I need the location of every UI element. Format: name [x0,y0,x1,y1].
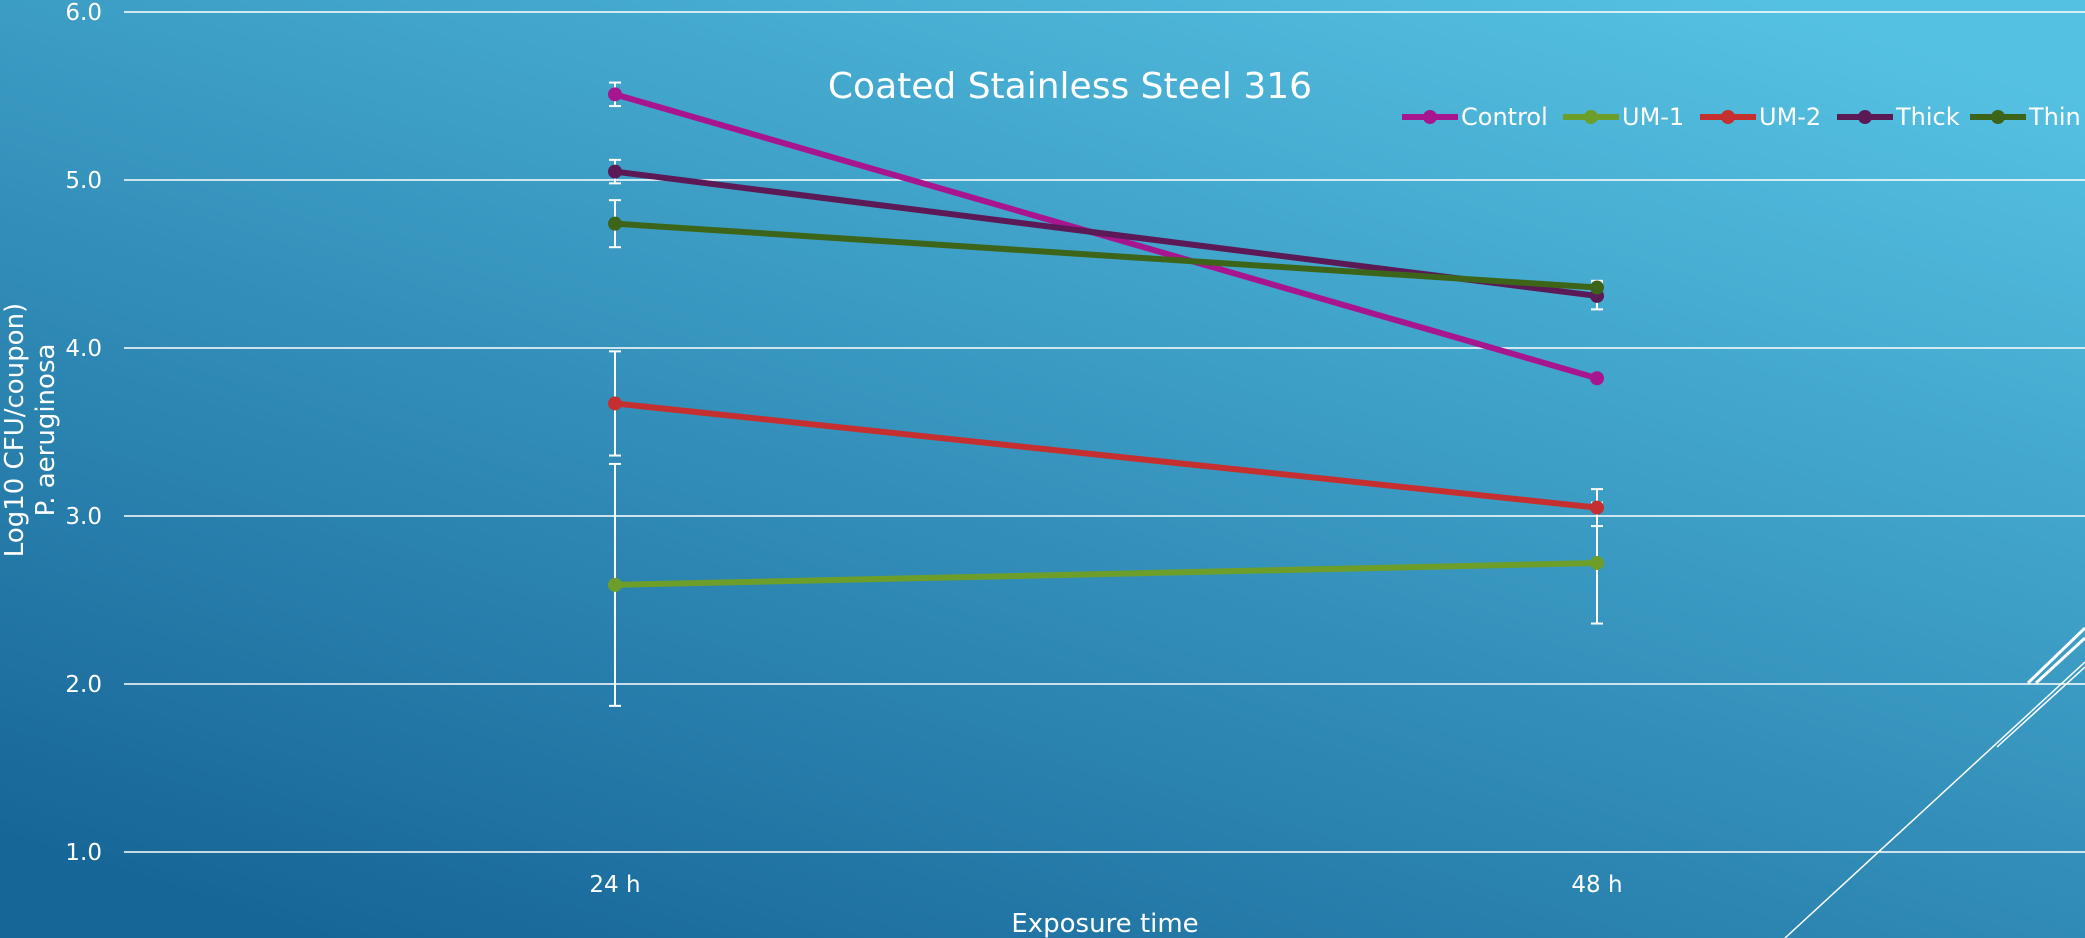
data-point-control [608,87,622,102]
deco-line [2026,626,2085,685]
legend-marker-thin [1991,110,2005,124]
legend-marker-thick [1858,110,1872,124]
chart-title: Coated Stainless Steel 316 [828,66,1312,107]
data-point-thin [1590,280,1604,295]
series-line-um-2 [612,400,1600,511]
data-point-um-2 [608,396,622,411]
series-line-thin [612,220,1600,291]
legend-label-control: Control [1461,103,1548,131]
deco-line [2034,636,2085,685]
data-point-thick [608,164,622,179]
legend-item-thin: Thin [1970,103,2081,131]
data-point-thin [608,216,622,231]
x-axis-label: Exposure time [1011,909,1198,938]
deco-line [1784,661,2085,938]
legend-marker-um-2 [1721,110,1735,124]
data-points [608,87,1604,592]
data-point-um-2 [1590,500,1604,515]
deco-line [1996,666,2085,748]
legend-marker-control [1423,110,1437,124]
y-tick-label: 6.0 [65,0,102,26]
legend-label-thick: Thick [1895,103,1960,131]
legend: Control UM-1 UM-2 Thick Thin [1402,103,2081,131]
y-axis-label-line-2: P. aeruginosa [31,344,61,517]
legend-item-thick: Thick [1837,103,1960,131]
series-line-um-1 [612,560,1600,588]
x-tick-label: 24 h [589,872,640,898]
legend-label-um-1: UM-1 [1622,103,1684,131]
x-tick-label: 48 h [1571,872,1622,898]
legend-item-control: Control [1402,103,1548,131]
y-tick-label: 1.0 [65,840,102,866]
legend-marker-um-1 [1584,110,1598,124]
data-point-um-1 [608,577,622,592]
legend-item-um-2: UM-2 [1700,103,1821,131]
y-axis-label-line-1: Log10 CFU/coupon) [0,303,30,557]
y-axis-label: Log10 CFU/coupon) P. aeruginosa [0,303,61,557]
y-tick-labels: 1.0 2.0 3.0 4.0 5.0 6.0 [65,0,102,866]
legend-label-um-2: UM-2 [1759,103,1821,131]
y-tick-label: 5.0 [65,168,102,194]
x-tick-labels: 24 h 48 h [589,872,1622,898]
y-tick-label: 3.0 [65,504,102,530]
data-point-um-1 [1590,556,1604,571]
legend-item-um-1: UM-1 [1563,103,1684,131]
y-tick-label: 2.0 [65,672,102,698]
series-lines [612,91,1600,588]
legend-label-thin: Thin [2028,103,2081,131]
decorative-lines [1784,626,2085,938]
y-tick-label: 4.0 [65,336,102,362]
data-point-control [1590,371,1604,386]
gridlines [124,11,2085,853]
